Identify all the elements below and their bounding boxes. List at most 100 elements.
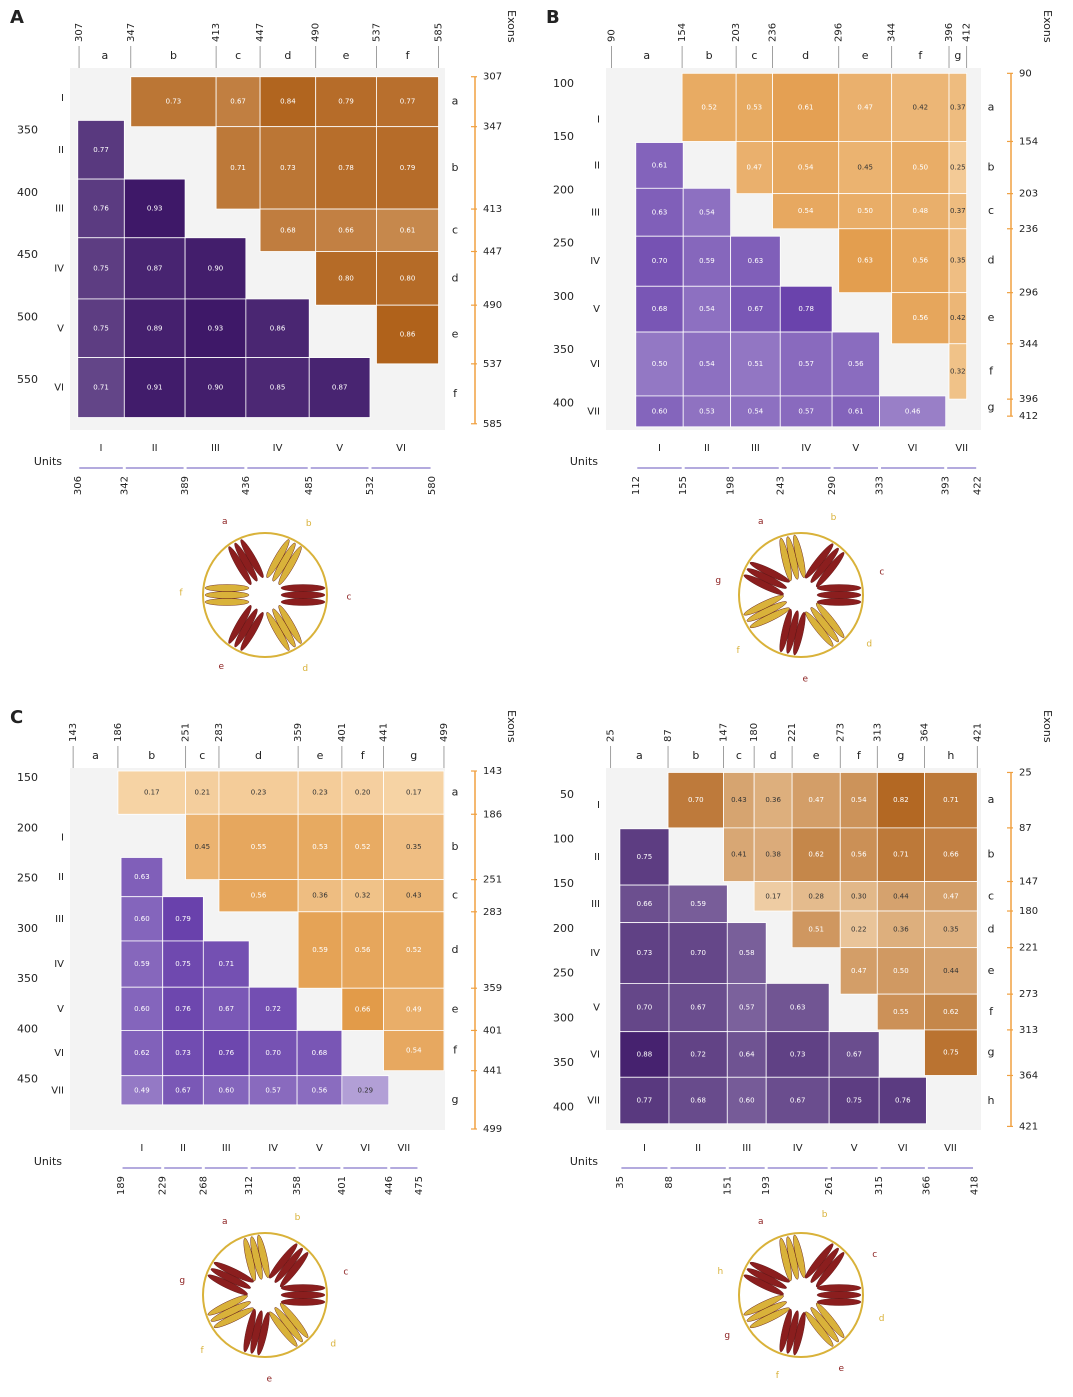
exon-right-boundary-label: 364 [1019, 1070, 1038, 1081]
unit-boundary-label: 342 [119, 476, 130, 495]
unit-axis-title: Units [570, 455, 598, 468]
unit-label: VII [397, 1143, 410, 1154]
cell-label: 0.72 [690, 1050, 706, 1058]
cell-label: 0.60 [652, 407, 668, 415]
unit-row-label: IV [54, 959, 64, 970]
structure-label: c [879, 568, 884, 578]
structure-label: d [866, 639, 872, 649]
exon-row-label: d [452, 943, 459, 956]
cell-label: 0.68 [312, 1049, 328, 1057]
unit-label: II [180, 1143, 186, 1154]
exon-right-boundary-label: 283 [483, 907, 502, 918]
cell-label: 0.53 [312, 843, 328, 851]
unit-boundary-label: 315 [874, 1176, 885, 1195]
structure-blade [281, 592, 325, 599]
cell-label: 0.60 [134, 1005, 150, 1013]
exon-boundary-label: 296 [834, 23, 845, 42]
structure-label: b [822, 1210, 828, 1220]
unit-boundary-label: 243 [775, 476, 786, 495]
cell-label: 0.62 [134, 1049, 150, 1057]
panel-letter: B [546, 7, 560, 28]
unit-row-label: V [57, 1004, 64, 1015]
unit-label: VII [955, 443, 968, 454]
cell-label: 0.67 [175, 1086, 191, 1094]
cell-label: 0.73 [790, 1050, 806, 1058]
cell-label: 0.79 [400, 164, 416, 172]
cell-label: 0.56 [851, 851, 867, 859]
exon-right-boundary-label: 344 [1019, 339, 1038, 350]
page: A0.730.670.840.790.770.710.730.780.790.6… [0, 0, 1073, 1397]
exon-right-boundary-label: 412 [1019, 411, 1038, 422]
unit-row-label: I [61, 93, 64, 104]
exon-boundary-label: 203 [731, 23, 742, 42]
cell-label: 0.47 [857, 103, 873, 111]
exon-right-boundary-label: 413 [483, 204, 502, 215]
cell-label: 0.61 [798, 103, 814, 111]
unit-label: I [140, 1143, 143, 1154]
exon-axis-title: Exons [1041, 10, 1054, 43]
cell-label: 0.73 [166, 98, 182, 106]
exon-row-label: e [988, 964, 995, 977]
cell-label: 0.80 [338, 274, 354, 282]
unit-boundary-label: 485 [304, 476, 315, 495]
exon-boundary-label: 421 [972, 723, 983, 742]
exon-label: f [918, 49, 923, 62]
exon-right-boundary-label: 313 [1019, 1025, 1038, 1036]
cell-label: 0.56 [913, 257, 929, 265]
cell-label: 0.28 [808, 892, 824, 900]
panel-letter: A [10, 7, 24, 28]
exon-right-boundary-label: 25 [1019, 767, 1032, 778]
exon-label: b [692, 749, 699, 762]
cell-label: 0.62 [943, 1008, 959, 1016]
exon-right-boundary-label: 359 [483, 983, 502, 994]
cell-label: 0.50 [893, 967, 909, 975]
y-tick-label: 200 [553, 183, 574, 196]
cell-label: 0.73 [175, 1049, 191, 1057]
y-tick-label: 250 [553, 967, 574, 980]
cell-label: 0.75 [93, 324, 109, 332]
cell-label: 0.50 [857, 207, 873, 215]
exon-row-label: b [988, 161, 995, 174]
cell-label: 0.73 [637, 949, 653, 957]
exon-label: f [857, 749, 862, 762]
exon-right-boundary-label: 90 [1019, 68, 1032, 79]
structure-label: a [222, 517, 228, 527]
exon-boundary-label: 283 [214, 723, 225, 742]
unit-boundary-label: 580 [427, 476, 438, 495]
cell-label: 0.66 [355, 1005, 371, 1013]
unit-row-label: III [55, 914, 64, 925]
cell-label: 0.80 [400, 274, 416, 282]
exon-boundary-label: 313 [872, 723, 883, 742]
y-tick-label: 250 [553, 237, 574, 250]
exon-right-boundary-label: 154 [1019, 136, 1038, 147]
unit-boundary-label: 333 [875, 476, 886, 495]
cell-label: 0.70 [265, 1049, 281, 1057]
cell-label: 0.54 [748, 407, 764, 415]
y-tick-label: 100 [553, 833, 574, 846]
exon-boundary-label: 186 [113, 723, 124, 742]
structure-blade [817, 599, 861, 606]
unit-boundary-label: 35 [615, 1176, 626, 1189]
exon-label: f [361, 749, 366, 762]
exon-boundary-label: 537 [371, 23, 382, 42]
cell-label: 0.17 [144, 789, 160, 797]
panel-letter: C [10, 707, 23, 728]
y-tick-label: 550 [17, 373, 38, 386]
cell-label: 0.46 [905, 407, 921, 415]
cell-label: 0.55 [251, 843, 267, 851]
exon-axis-title: Exons [505, 710, 518, 743]
structure-label: f [737, 646, 741, 656]
structure-label: b [831, 513, 837, 523]
unit-label: V [336, 443, 343, 454]
cell-label: 0.50 [652, 360, 668, 368]
cell-label: 0.57 [798, 407, 814, 415]
exon-label: d [802, 49, 809, 62]
cell-label: 0.59 [134, 960, 150, 968]
cell-label: 0.76 [175, 1005, 191, 1013]
cell-label: 0.56 [312, 1086, 328, 1094]
cell-label: 0.47 [851, 967, 867, 975]
exon-boundary-label: 147 [719, 723, 730, 742]
structure-label: e [838, 1364, 844, 1374]
cell-label: 0.43 [406, 892, 422, 900]
y-tick-label: 200 [17, 821, 38, 834]
